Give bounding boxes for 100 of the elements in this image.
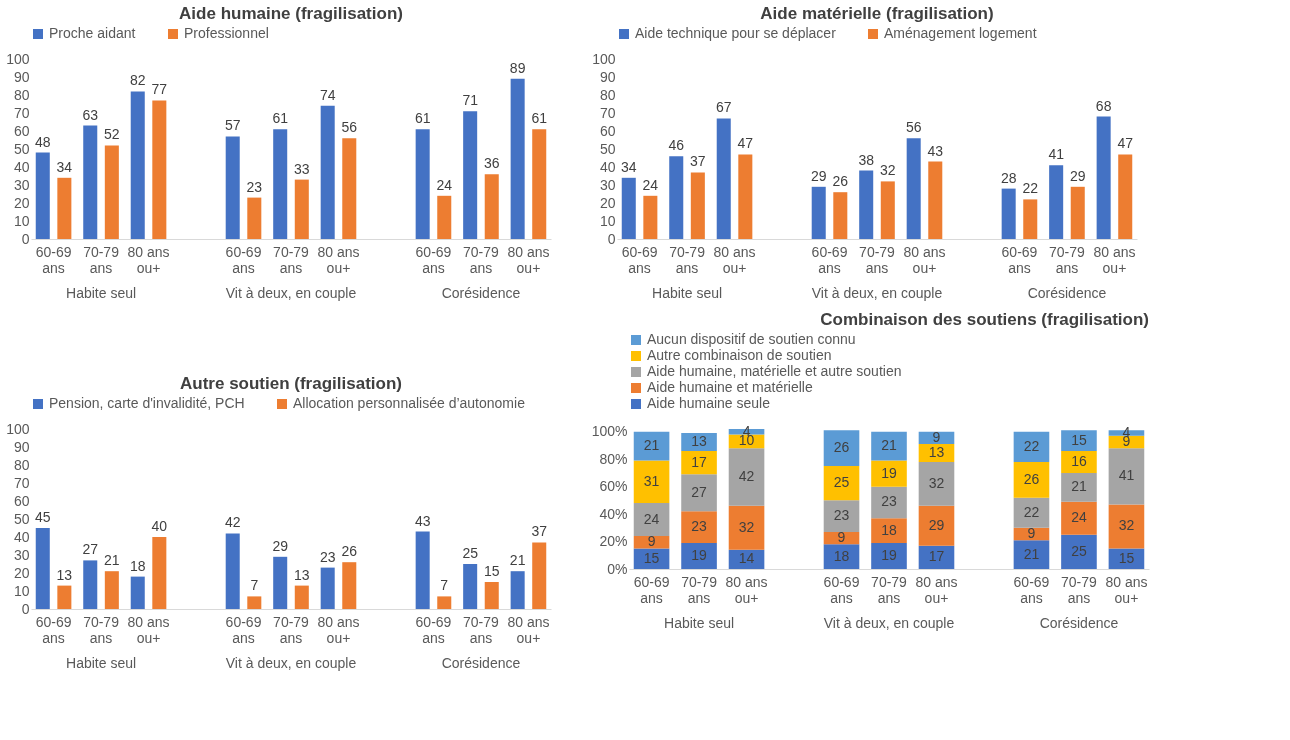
y-tick-label: 20%: [599, 533, 628, 550]
bar: [463, 111, 478, 239]
data-label: 61: [272, 110, 289, 127]
data-label: 21: [104, 552, 120, 569]
data-label: 15: [1071, 431, 1087, 448]
bar: [1108, 504, 1145, 549]
bar: [342, 138, 357, 239]
legend-label: Autre combinaison de soutien: [647, 347, 832, 363]
data-label: 19: [691, 546, 708, 563]
text: Corésidence: [1027, 285, 1107, 301]
bar: [104, 145, 119, 239]
y-tick-label: 20: [599, 194, 616, 211]
data-label: 42: [224, 514, 241, 531]
x-tick-label: 80 ans ou+: [507, 613, 550, 646]
legend-label: Professionnel: [184, 25, 269, 41]
bar: [621, 177, 636, 239]
x-tick-label: 70-79 ans: [859, 243, 896, 276]
x-tick-label: 80 ans ou+: [127, 613, 170, 646]
data-label: 24: [643, 510, 660, 527]
data-label: 29: [1069, 167, 1086, 184]
data-label: 77: [151, 81, 168, 98]
y-tick-label: 80: [13, 86, 30, 103]
data-label: 41: [1118, 467, 1135, 484]
text: Corésidence: [1039, 615, 1119, 631]
bar: [859, 170, 874, 239]
data-label: 13: [56, 566, 73, 583]
y-tick-label: 40%: [599, 505, 628, 522]
x-tick-label: 80 ans ou+: [1105, 573, 1148, 606]
bar: [510, 78, 525, 239]
bar: [823, 544, 860, 569]
bar: [463, 564, 478, 609]
text: Corésidence: [441, 655, 521, 671]
data-label: 37: [690, 153, 706, 170]
bar: [225, 136, 240, 239]
bar: [690, 172, 705, 239]
bar: [906, 138, 921, 239]
legend-label: Allocation personnalisée d’autonomie: [293, 395, 526, 411]
data-label: 40: [151, 518, 168, 534]
data-label: 21: [1071, 478, 1087, 495]
y-tick-label: 90: [599, 68, 616, 85]
y-tick-label: 80%: [599, 450, 628, 467]
legend-label: Aide technique pour se déplacer: [635, 25, 837, 41]
data-label: 57: [224, 117, 241, 134]
bar: [823, 466, 860, 501]
bar: [415, 129, 430, 239]
y-tick-label: 20: [13, 194, 30, 211]
data-label: 9: [1027, 525, 1036, 541]
bar: [1023, 199, 1038, 239]
bar: [669, 156, 684, 239]
x-tick-label: 80 ans ou+: [317, 243, 360, 276]
bar: [681, 511, 717, 543]
x-tick-label: 60-69 ans: [621, 243, 658, 276]
chart-title: Autre soutien (fragilisation): [180, 374, 402, 393]
data-label: 7: [250, 577, 259, 594]
bar: [880, 181, 895, 239]
data-label: 15: [483, 563, 500, 579]
bar: [1118, 154, 1133, 239]
bar: [1013, 497, 1050, 528]
bar: [415, 531, 430, 609]
y-tick-label: 100: [592, 50, 616, 67]
data-label: 37: [531, 523, 548, 540]
x-tick-label: 60-69 ans: [1001, 243, 1038, 276]
x-tick-label: 60-69 ans: [1013, 573, 1050, 606]
data-label: 36: [483, 155, 500, 172]
x-tick-label: 70-79 ans: [273, 613, 310, 646]
bar: [823, 430, 860, 467]
legend-label: Aide humaine, matérielle et autre soutien: [647, 363, 902, 379]
bar: [728, 505, 765, 550]
bar: [247, 596, 262, 609]
data-label: 43: [927, 142, 944, 159]
chart-title: Aide matérielle (fragilisation): [760, 4, 994, 23]
x-tick-label: 70-79 ans: [463, 613, 500, 646]
x-tick-label: 60-69 ans: [415, 243, 452, 276]
data-label: 21: [1023, 545, 1040, 562]
data-label: 21: [643, 437, 660, 454]
bar: [1061, 430, 1097, 451]
bar: [484, 582, 499, 609]
data-label: 33: [294, 160, 310, 177]
text: Habite seul: [66, 655, 137, 671]
data-label: 18: [833, 547, 850, 564]
y-tick-label: 10: [13, 212, 30, 229]
data-label: 22: [1022, 180, 1039, 197]
x-tick-label: 60-69 ans: [633, 573, 670, 606]
data-label: 24: [436, 176, 453, 193]
data-label: 23: [881, 493, 897, 510]
x-tick-label: 70-79 ans: [1061, 573, 1098, 606]
data-label: 27: [82, 541, 99, 558]
data-label: 23: [833, 507, 850, 524]
bar: [57, 585, 72, 609]
data-label: 71: [462, 92, 479, 109]
text: Vit à deux, en couple: [823, 615, 955, 631]
bar: [83, 125, 98, 239]
data-label: 29: [272, 537, 289, 554]
data-label: 46: [668, 137, 685, 154]
data-label: 16: [1071, 452, 1087, 469]
text: Corésidence: [441, 285, 521, 301]
x-tick-label: 70-79 ans: [871, 573, 908, 606]
x-tick-label: 80 ans ou+: [507, 243, 550, 276]
y-tick-label: 60: [13, 122, 30, 139]
data-label: 32: [738, 518, 755, 535]
